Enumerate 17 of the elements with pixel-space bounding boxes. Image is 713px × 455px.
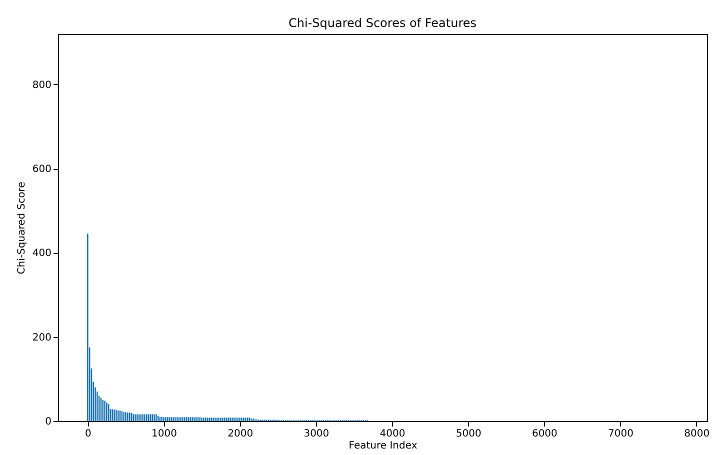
- x-tick-label: 7000: [608, 428, 634, 440]
- x-tick-label: 1000: [152, 428, 177, 440]
- y-tick-label: 600: [32, 164, 52, 176]
- x-tick-label: 3000: [304, 428, 330, 440]
- x-tick-label: 4000: [380, 428, 406, 440]
- x-tick-label: 2000: [228, 428, 254, 440]
- x-tick-label: 6000: [532, 428, 558, 440]
- x-axis-title: Feature Index: [348, 440, 418, 452]
- y-tick-label: 400: [32, 248, 52, 260]
- y-tick-label: 200: [32, 332, 52, 344]
- x-tick-label: 8000: [684, 428, 710, 440]
- x-tick-label: 0: [84, 428, 92, 440]
- y-axis-title: Chi-Squared Score: [16, 182, 28, 274]
- y-tick-label: 0: [45, 416, 52, 428]
- x-tick-label: 5000: [456, 428, 482, 440]
- chart-title: Chi-Squared Scores of Features: [288, 16, 476, 30]
- y-tick-label: 800: [32, 80, 52, 91]
